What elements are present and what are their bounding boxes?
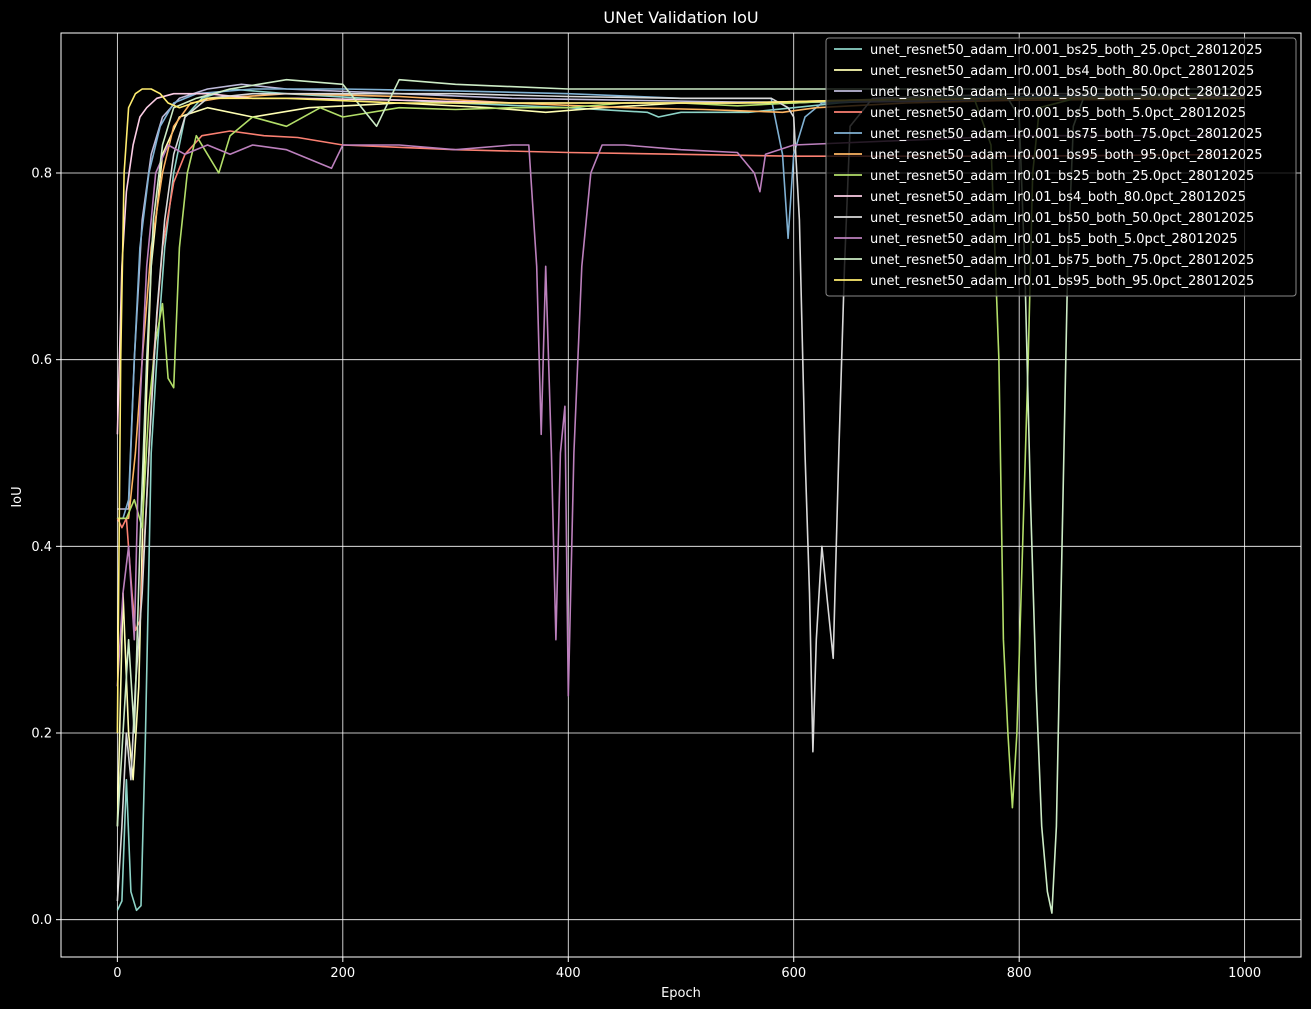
x-tick-label: 600 [781, 966, 806, 981]
legend-entry: unet_resnet50_adam_lr0.001_bs95_both_95.… [870, 148, 1263, 163]
legend-entry: unet_resnet50_adam_lr0.001_bs50_both_50.… [870, 85, 1263, 100]
legend-box [825, 37, 1297, 297]
y-tick-label: 0.6 [31, 353, 52, 368]
legend-entry: unet_resnet50_adam_lr0.01_bs50_both_50.0… [870, 211, 1254, 226]
x-tick-label: 0 [113, 966, 121, 981]
legend-entry: unet_resnet50_adam_lr0.01_bs75_both_75.0… [870, 253, 1254, 268]
legend-entry: unet_resnet50_adam_lr0.01_bs4_both_80.0p… [870, 190, 1246, 205]
legend-entry: unet_resnet50_adam_lr0.001_bs75_both_75.… [870, 127, 1263, 142]
series-layer [116, 78, 1245, 914]
x-tick-label: 200 [330, 966, 355, 981]
y-tick-label: 0.8 [31, 167, 52, 182]
legend-entry: unet_resnet50_adam_lr0.001_bs5_both_5.0p… [870, 106, 1246, 121]
x-tick-label: 400 [556, 966, 581, 981]
series-line-12 [116, 88, 1245, 734]
series-line-11 [116, 78, 1245, 914]
plot-frame [60, 32, 1302, 958]
y-tick-label: 0.0 [31, 913, 52, 928]
x-axis: 0 200 400 600 800 1000 [113, 957, 1261, 981]
series-line-9 [116, 92, 1245, 902]
legend-entry: unet_resnet50_adam_lr0.001_bs25_both_25.… [870, 43, 1263, 58]
legend-entry: unet_resnet50_adam_lr0.01_bs25_both_25.0… [870, 169, 1254, 184]
chart-title: UNet Validation IoU [603, 8, 758, 27]
x-axis-label: Epoch [661, 986, 701, 1001]
series-line-10 [116, 134, 1245, 697]
series-line-7 [117, 92, 1245, 809]
series-group [116, 78, 1245, 914]
legend: unet_resnet50_adam_lr0.001_bs25_both_25.… [825, 37, 1297, 297]
legend-entry: unet_resnet50_adam_lr0.01_bs95_both_95.0… [870, 274, 1254, 289]
legend-entry: unet_resnet50_adam_lr0.01_bs5_both_5.0pc… [870, 232, 1238, 247]
legend-entry: unet_resnet50_adam_lr0.001_bs4_both_80.0… [870, 64, 1254, 79]
series-line-5 [117, 88, 1245, 520]
x-tick-label: 1000 [1228, 966, 1261, 981]
series-line-6 [117, 92, 1245, 520]
x-tick-label: 800 [1007, 966, 1032, 981]
y-axis-label: IoU [10, 486, 25, 507]
y-tick-label: 0.2 [31, 727, 52, 742]
y-tick-label: 0.4 [31, 540, 52, 555]
y-axis: 0.0 0.2 0.4 0.6 0.8 [31, 167, 61, 928]
